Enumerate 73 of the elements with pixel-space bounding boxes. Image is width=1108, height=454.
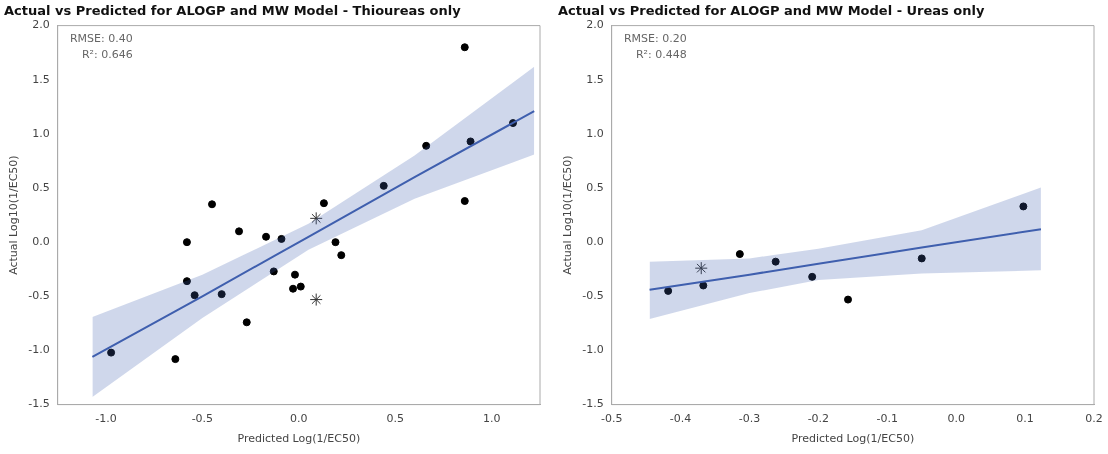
point	[460, 197, 469, 206]
x-tick-label: 1.0	[483, 412, 501, 426]
x-tick-label: -0.3	[738, 412, 761, 426]
x-tick-label: 0.0	[947, 412, 965, 426]
y-tick-label: -0.5	[582, 289, 604, 303]
x-tick-label: -1.0	[95, 412, 117, 426]
x-tick-label: -0.5	[191, 412, 214, 426]
point	[289, 284, 298, 293]
y-axis-title: Actual Log10(1/EC50)	[561, 155, 575, 275]
y-tick-label: 1.0	[32, 126, 50, 140]
point	[107, 348, 116, 357]
point	[699, 281, 708, 290]
point	[182, 238, 191, 247]
y-tick-label: 1.5	[586, 72, 604, 86]
point	[190, 291, 199, 300]
x-tick-label: -0.4	[669, 412, 692, 426]
point	[296, 282, 305, 291]
y-tick-label: 0.5	[586, 180, 604, 194]
y-tick-label: 0.0	[32, 235, 50, 249]
point	[735, 250, 744, 259]
point	[242, 318, 251, 327]
x-tick-label: -0.5	[600, 412, 623, 426]
x-tick-label: -0.2	[807, 412, 830, 426]
y-axis-title: Actual Log10(1/EC50)	[7, 155, 21, 275]
point	[422, 141, 431, 150]
point	[379, 181, 388, 190]
y-tick-label: 0.0	[586, 235, 604, 249]
annotation: RMSE: 0.20	[623, 31, 687, 45]
x-tick-label: -0.1	[876, 412, 899, 426]
x-axis-title: Predicted Log(1/EC50)	[791, 432, 915, 446]
point	[466, 137, 475, 146]
point	[262, 232, 271, 241]
point	[771, 257, 780, 266]
chart-title: Actual vs Predicted for ALOGP and MW Model - Thioureas only	[4, 3, 462, 19]
point	[331, 238, 340, 247]
point	[277, 234, 286, 243]
point	[217, 290, 226, 299]
point	[917, 254, 926, 263]
point	[182, 277, 191, 286]
chart-title: Actual vs Predicted for ALOGP and MW Model - Ureas only	[558, 3, 986, 19]
x-axis-title: Predicted Log(1/EC50)	[237, 432, 361, 446]
y-tick-label: -1.0	[28, 343, 50, 357]
y-tick-label: -1.0	[582, 343, 604, 357]
y-tick-label: -1.5	[28, 397, 50, 411]
point	[171, 355, 180, 364]
x-tick-label: 0.1	[1016, 412, 1034, 426]
y-tick-label: 0.5	[32, 180, 50, 194]
point	[309, 293, 323, 307]
x-tick-label: 0.0	[290, 412, 308, 426]
point	[1019, 202, 1028, 211]
y-tick-label: 2.0	[586, 18, 604, 32]
annotation: R²: 0.448	[635, 47, 687, 61]
x-tick-label: 0.5	[386, 412, 405, 426]
annotation: RMSE: 0.40	[69, 31, 133, 45]
point	[309, 211, 323, 225]
point	[460, 43, 469, 52]
point	[337, 251, 346, 260]
point	[208, 200, 217, 209]
y-tick-label: 2.0	[32, 18, 50, 32]
point	[235, 227, 244, 236]
y-tick-label: -1.5	[582, 397, 604, 411]
point	[694, 261, 708, 275]
y-tick-label: 1.0	[586, 126, 604, 140]
x-tick-label: 0.2	[1085, 412, 1103, 426]
point	[808, 272, 817, 281]
point	[319, 199, 328, 208]
point	[844, 295, 853, 304]
y-tick-label: 1.5	[32, 72, 50, 86]
point	[664, 286, 673, 295]
point	[269, 267, 278, 276]
annotation: R²: 0.646	[81, 47, 133, 61]
y-tick-label: -0.5	[28, 289, 50, 303]
point	[290, 270, 299, 279]
